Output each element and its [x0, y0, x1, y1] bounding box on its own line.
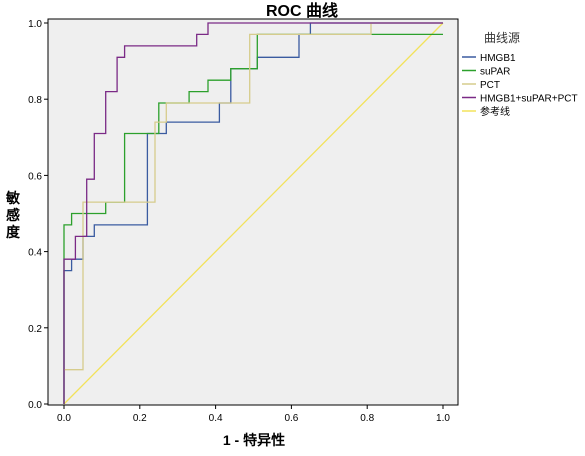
legend-label: suPAR — [480, 67, 510, 78]
x-tick-label: 0.4 — [209, 413, 223, 424]
axis-ticks: 0.0 0.2 0.4 0.6 0.8 1.0 0.0 0.2 0.4 0.6 0.8 1.0 — [28, 19, 450, 424]
y-tick-label: 0.2 — [28, 324, 42, 335]
y-tick-label: 1.0 — [28, 19, 42, 30]
series-line-hmgb1-supar-pct — [63, 22, 443, 404]
series-line-supar — [63, 33, 443, 404]
y-axis-title-char: 度 — [6, 224, 21, 240]
y-tick-label: 0.8 — [28, 95, 42, 106]
x-tick-label: 0.6 — [284, 413, 298, 424]
series-line- — [63, 22, 444, 405]
x-tick-label: 0.0 — [57, 413, 71, 424]
x-tick-label: 0.8 — [360, 413, 374, 424]
legend-label: HMGB1+suPAR+PCT — [480, 94, 578, 105]
x-tick-label: 1.0 — [436, 413, 450, 424]
legend-label: HMGB1 — [480, 53, 516, 64]
series-lines — [63, 22, 444, 405]
y-tick-label: 0.0 — [28, 400, 42, 411]
y-axis-title-char: 敏 — [5, 190, 21, 206]
series-line-pct — [64, 22, 443, 371]
x-axis-title: 1 - 特异性 — [223, 432, 285, 448]
y-tick-label: 0.6 — [28, 171, 42, 182]
x-tick-label: 0.2 — [133, 413, 147, 424]
legend-label: 参考线 — [480, 105, 510, 118]
legend-label: PCT — [480, 80, 500, 91]
y-axis-title: 敏感度 — [5, 190, 21, 240]
chart-title: ROC 曲线 — [266, 1, 338, 20]
y-axis-title-char: 感 — [6, 207, 20, 223]
y-tick-label: 0.4 — [28, 248, 42, 259]
plot-area — [47, 18, 459, 406]
legend-title: 曲线源 — [484, 31, 520, 45]
